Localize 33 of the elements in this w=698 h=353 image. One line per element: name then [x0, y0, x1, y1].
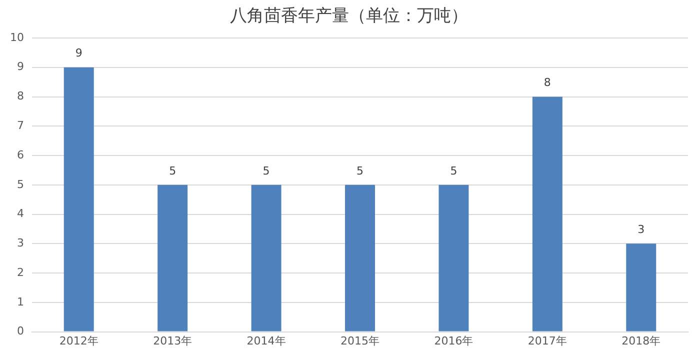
y-tick-label: 7 [16, 119, 24, 132]
data-label: 9 [75, 46, 82, 60]
y-tick-label: 10 [10, 30, 24, 44]
bar [251, 184, 282, 332]
y-tick-label: 0 [16, 324, 24, 338]
y-tick-label: 5 [16, 178, 24, 191]
x-tick-label: 2018年 [622, 334, 661, 348]
y-tick-label: 6 [16, 148, 24, 162]
x-tick-label: 2016年 [434, 334, 474, 348]
x-tick-label: 2013年 [153, 334, 192, 348]
data-label: 5 [356, 164, 364, 178]
data-label: 8 [544, 76, 551, 90]
y-tick-label: 8 [16, 90, 24, 103]
y-tick-label: 1 [16, 295, 24, 308]
data-label: 5 [169, 164, 176, 178]
bar [626, 244, 656, 332]
x-tick-label: 2015年 [340, 334, 380, 348]
y-tick-label: 4 [16, 207, 24, 220]
x-tick-label: 2017年 [528, 334, 567, 348]
bar [345, 184, 375, 332]
y-tick-label: 3 [16, 236, 24, 250]
bar [532, 96, 562, 332]
data-label: 3 [638, 223, 645, 236]
y-tick-label: 2 [16, 266, 24, 279]
bar [64, 67, 94, 332]
bar [438, 184, 469, 332]
data-label: 5 [450, 164, 458, 178]
x-tick-label: 2012年 [59, 334, 98, 348]
data-label: 5 [262, 164, 270, 178]
chart-title: 八角茴香年产量（单位：万吨） [229, 5, 469, 27]
bar [158, 184, 188, 332]
x-tick-label: 2014年 [246, 334, 286, 348]
y-tick-label: 9 [16, 60, 24, 74]
